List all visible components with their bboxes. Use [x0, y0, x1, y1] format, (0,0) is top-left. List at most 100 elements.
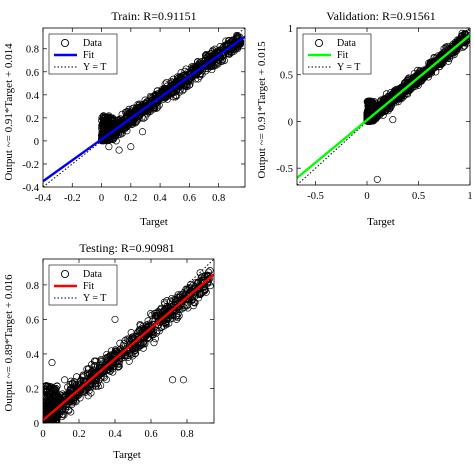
data-point [232, 39, 240, 47]
data-point [183, 81, 191, 89]
data-point [394, 98, 402, 106]
x-tick-label: 0.2 [124, 193, 137, 204]
data-point [185, 81, 193, 89]
data-point [391, 86, 399, 95]
data-point [418, 72, 426, 80]
data-point [48, 359, 56, 367]
fit-line [297, 34, 470, 179]
data-point [154, 103, 162, 111]
y-tick-label: 0.4 [26, 91, 40, 102]
validation-xlabel: Target [367, 216, 395, 228]
plot-frame [296, 27, 471, 186]
data-point [127, 143, 135, 151]
data-point [191, 64, 199, 72]
data-point [145, 335, 153, 343]
data-point [187, 77, 195, 85]
y-tick-label: 0 [288, 117, 293, 128]
data-point [107, 359, 115, 367]
identity-line [43, 28, 245, 187]
data-point [379, 111, 387, 119]
data-point [116, 358, 124, 366]
y-tick-label: 0.6 [26, 68, 39, 79]
data-point [144, 333, 153, 341]
data-point [104, 115, 112, 123]
data-point [428, 63, 436, 71]
data-point [455, 40, 463, 48]
data-point [62, 403, 70, 411]
data-point [71, 397, 79, 405]
data-point [138, 113, 146, 121]
data-point [151, 335, 159, 343]
legend-marker-data [314, 38, 324, 48]
data-point [43, 389, 50, 397]
data-point [172, 91, 180, 99]
data-point [154, 309, 162, 317]
data-point [47, 388, 55, 397]
x-tick-label: 0.6 [144, 429, 157, 440]
data-point [43, 385, 48, 393]
data-point [123, 352, 132, 360]
data-point [426, 65, 434, 73]
data-point [162, 319, 170, 328]
data-point [195, 294, 203, 302]
data-point [105, 143, 113, 151]
x-tick-label: -0.2 [64, 193, 81, 204]
data-point [457, 32, 466, 40]
data-point [196, 269, 204, 277]
x-tick-label: 0.4 [108, 429, 122, 440]
data-point [395, 95, 403, 103]
data-point [233, 43, 241, 51]
data-point [134, 328, 142, 336]
data-point [179, 376, 187, 384]
data-point [368, 113, 376, 121]
data-point [104, 114, 112, 122]
x-tick-label: 0.5 [412, 191, 425, 202]
data-point [402, 83, 411, 91]
x-tick-label: 0 [99, 193, 104, 204]
data-point [47, 383, 55, 391]
data-point [128, 120, 136, 128]
data-point [179, 72, 187, 80]
legend-label: Fit [83, 50, 94, 61]
plot-frame [42, 27, 246, 188]
y-tick-label: 0 [34, 419, 39, 430]
data-point [183, 302, 191, 310]
legend-label: Fit [83, 281, 94, 292]
data-point [146, 108, 154, 116]
data-point [196, 65, 204, 73]
data-point [117, 130, 125, 138]
x-tick-label: 0.4 [154, 193, 168, 204]
data-point [50, 394, 58, 402]
y-tick-label: 0 [34, 137, 39, 148]
data-point [407, 85, 415, 93]
train-plot-area: -0.4 -0.2 0 0.2 0.4 0.6 0.8 -0.4 -0.2 0 0.2 0.4 0.6 0… [22, 27, 246, 204]
testing-ylabel: Output ~= 0.89*Target + 0.016 [3, 274, 15, 412]
data-point [427, 58, 435, 66]
data-point [103, 125, 111, 133]
data-point [81, 387, 89, 395]
data-point [108, 117, 116, 125]
y-tick-label: 0.2 [26, 384, 39, 395]
data-point [118, 110, 126, 118]
data-point [117, 345, 125, 353]
data-point [206, 282, 214, 290]
data-point [172, 313, 180, 321]
data-point [97, 357, 105, 365]
data-point [389, 116, 397, 124]
data-point [125, 357, 133, 365]
data-point [165, 319, 173, 327]
y-tick-label: 0.2 [26, 114, 39, 125]
data-point [153, 95, 161, 103]
y-tick-label: 0.6 [26, 315, 39, 326]
data-point [92, 382, 100, 390]
x-tick-label: 1 [467, 191, 472, 202]
x-tick-label: 0.2 [72, 429, 85, 440]
data-point [43, 412, 51, 420]
y-tick-label: -0.2 [22, 160, 39, 171]
x-tick-label: 0 [364, 191, 369, 202]
testing-panel: Testing: R=0.90981 Target Output ~= 0.89… [3, 241, 215, 461]
